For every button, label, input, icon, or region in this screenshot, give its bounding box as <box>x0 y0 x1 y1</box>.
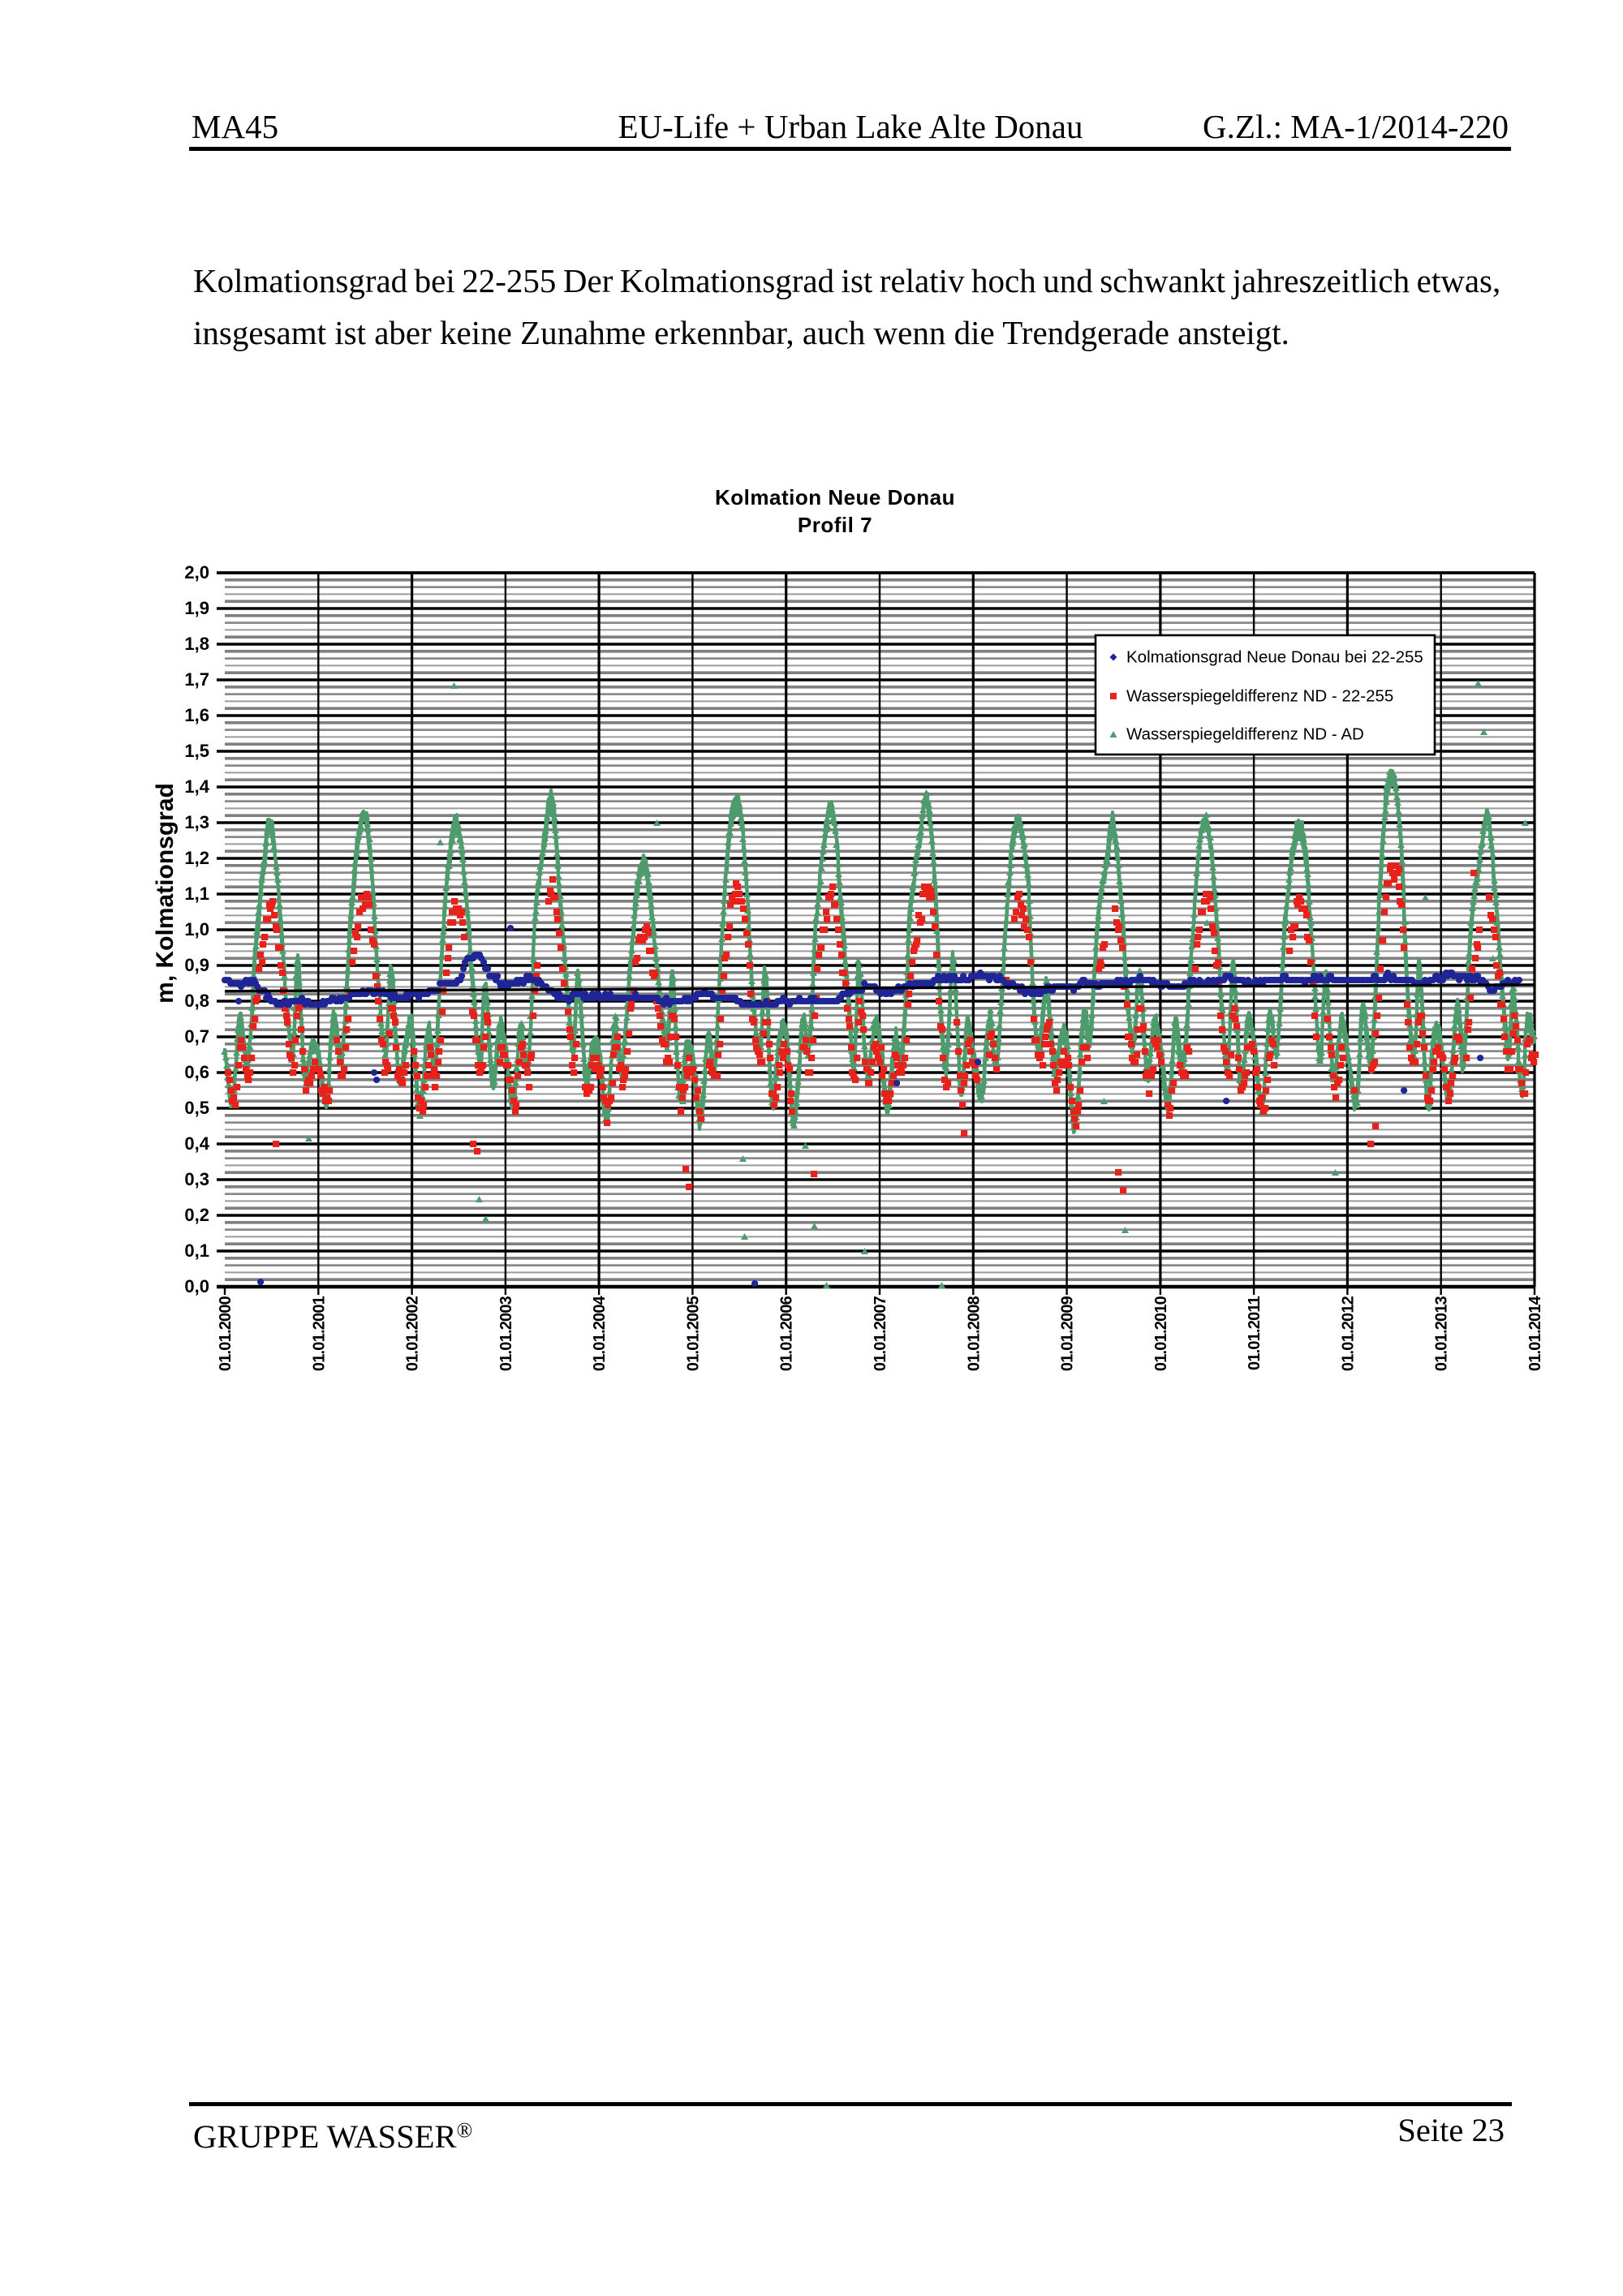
svg-text:01.01.2010: 01.01.2010 <box>1152 1296 1170 1371</box>
svg-text:01.01.2001: 01.01.2001 <box>310 1296 328 1371</box>
svg-text:2,0: 2,0 <box>184 562 209 583</box>
svg-text:0,1: 0,1 <box>184 1240 209 1261</box>
svg-text:0,9: 0,9 <box>184 955 209 975</box>
svg-text:01.01.2011: 01.01.2011 <box>1246 1296 1264 1370</box>
svg-text:1,1: 1,1 <box>184 884 209 904</box>
svg-text:Wasserspiegeldifferenz ND - AD: Wasserspiegeldifferenz ND - AD <box>1126 724 1364 743</box>
svg-text:01.01.2007: 01.01.2007 <box>872 1296 889 1371</box>
svg-text:0,5: 0,5 <box>184 1098 209 1118</box>
svg-text:01.01.2003: 01.01.2003 <box>497 1296 515 1371</box>
svg-text:1,7: 1,7 <box>184 669 209 690</box>
svg-text:Wasserspiegeldifferenz ND - 22: Wasserspiegeldifferenz ND - 22-255 <box>1126 686 1393 705</box>
svg-text:1,2: 1,2 <box>184 848 209 868</box>
svg-text:0,8: 0,8 <box>184 991 209 1011</box>
svg-text:0,6: 0,6 <box>184 1062 209 1082</box>
svg-text:01.01.2012: 01.01.2012 <box>1339 1296 1357 1371</box>
svg-text:01.01.2002: 01.01.2002 <box>404 1296 422 1371</box>
svg-text:1,8: 1,8 <box>184 634 209 654</box>
svg-text:0,0: 0,0 <box>184 1276 209 1296</box>
svg-text:01.01.2006: 01.01.2006 <box>778 1296 796 1371</box>
svg-text:01.01.2014: 01.01.2014 <box>1526 1295 1544 1371</box>
svg-text:Kolmationsgrad Neue Donau bei: Kolmationsgrad Neue Donau bei 22-255 <box>1126 647 1423 666</box>
svg-text:0,2: 0,2 <box>184 1205 209 1225</box>
svg-text:01.01.2000: 01.01.2000 <box>217 1296 235 1371</box>
svg-text:1,3: 1,3 <box>184 812 209 832</box>
svg-text:1,9: 1,9 <box>184 598 209 618</box>
svg-text:Profil 7: Profil 7 <box>798 513 872 537</box>
svg-text:1,5: 1,5 <box>184 741 209 761</box>
svg-text:01.01.2009: 01.01.2009 <box>1059 1296 1077 1371</box>
svg-text:01.01.2013: 01.01.2013 <box>1433 1296 1451 1371</box>
svg-text:0,4: 0,4 <box>184 1133 209 1154</box>
svg-text:m, Kolmationsgrad: m, Kolmationsgrad <box>152 783 179 1004</box>
svg-text:1,6: 1,6 <box>184 705 209 725</box>
svg-text:1,4: 1,4 <box>184 776 209 797</box>
svg-text:0,3: 0,3 <box>184 1169 209 1189</box>
svg-text:0,7: 0,7 <box>184 1026 209 1047</box>
svg-text:01.01.2004: 01.01.2004 <box>591 1295 609 1371</box>
svg-text:1,0: 1,0 <box>184 919 209 939</box>
svg-text:Kolmation Neue Donau: Kolmation Neue Donau <box>715 485 955 510</box>
svg-text:01.01.2008: 01.01.2008 <box>965 1296 983 1371</box>
svg-text:01.01.2005: 01.01.2005 <box>684 1296 702 1371</box>
